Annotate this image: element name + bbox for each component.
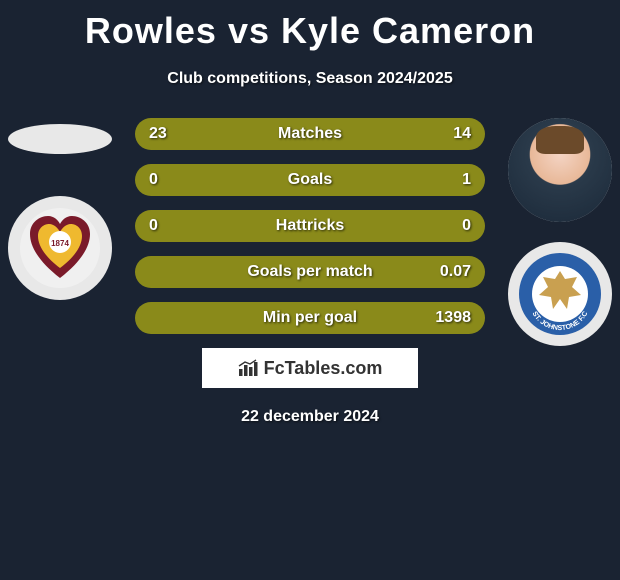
subtitle: Club competitions, Season 2024/2025 [0, 70, 620, 88]
stat-left: 0 [149, 171, 158, 189]
stat-label: Goals [288, 171, 332, 189]
player1-club-crest: 1874 [8, 196, 112, 300]
left-column: 1874 [8, 118, 112, 320]
stat-right: 0 [462, 217, 471, 235]
stat-row-goals: 0 Goals 1 [135, 164, 485, 196]
stat-right: 1 [462, 171, 471, 189]
player2-club-crest: ST. JOHNSTONE F.C [508, 242, 612, 346]
player-face-icon [508, 118, 612, 222]
crest-year: 1874 [51, 239, 69, 248]
stat-right: 1398 [435, 309, 471, 327]
right-column: ST. JOHNSTONE F.C [508, 118, 612, 366]
stat-row-hattricks: 0 Hattricks 0 [135, 210, 485, 242]
player1-avatar [8, 124, 112, 154]
hearts-crest-icon: 1874 [18, 206, 102, 290]
page-title: Rowles vs Kyle Cameron [0, 0, 620, 52]
date-text: 22 december 2024 [0, 408, 620, 426]
stat-label: Goals per match [247, 263, 372, 281]
stat-row-matches: 23 Matches 14 [135, 118, 485, 150]
chart-icon [238, 359, 260, 377]
stat-bars: 23 Matches 14 0 Goals 1 0 Hattricks 0 Go… [135, 118, 485, 334]
stat-label: Matches [278, 125, 342, 143]
stat-row-gpm: Goals per match 0.07 [135, 256, 485, 288]
stat-row-mpg: Min per goal 1398 [135, 302, 485, 334]
comparison-panel: 1874 ST. JOHNSTONE F.C 23 [0, 118, 620, 426]
stat-left: 0 [149, 217, 158, 235]
branding-box[interactable]: FcTables.com [202, 348, 418, 388]
branding-text: FcTables.com [264, 358, 383, 379]
stjohnstone-crest-icon: ST. JOHNSTONE F.C [515, 249, 605, 339]
stat-label: Hattricks [276, 217, 344, 235]
stat-label: Min per goal [263, 309, 357, 327]
stat-right: 0.07 [440, 263, 471, 281]
stat-left: 23 [149, 125, 167, 143]
player2-avatar [508, 118, 612, 222]
stat-right: 14 [453, 125, 471, 143]
